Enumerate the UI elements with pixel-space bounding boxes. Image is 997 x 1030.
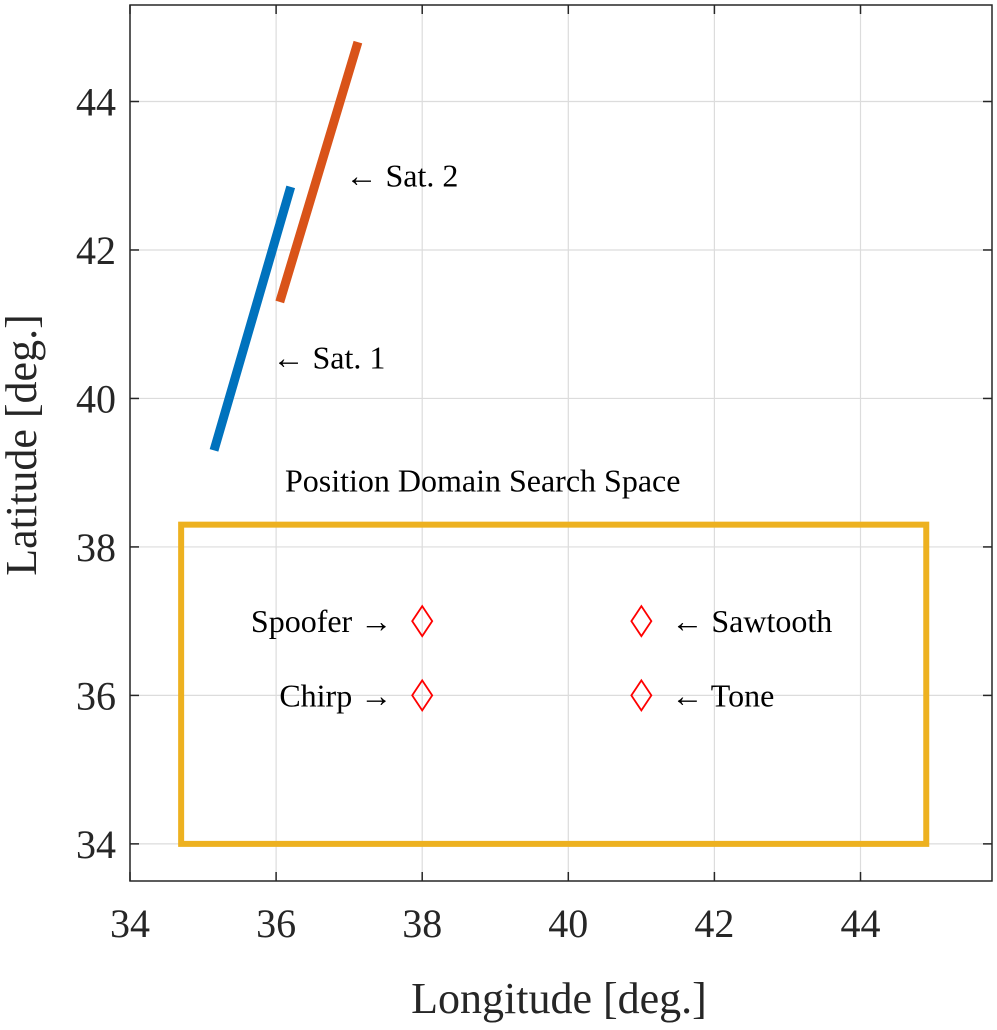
x-tick-label: 36 [256, 901, 296, 946]
series-line-sat-2 [275, 40, 363, 304]
marker-label: ← Tone [671, 677, 774, 713]
annotation-sat-1: ← Sat. 1 [272, 340, 385, 376]
y-tick-label: 34 [76, 822, 116, 867]
annotation-sat-2: ← Sat. 2 [346, 158, 459, 194]
diamond-marker [630, 678, 653, 713]
x-tick-label: 34 [110, 901, 150, 946]
x-tick-label: 44 [841, 901, 881, 946]
search-space-box [178, 521, 930, 847]
x-tick-label: 40 [548, 901, 588, 946]
diamond-marker [630, 604, 653, 638]
x-axis-label: Longitude [deg.] [411, 974, 707, 1023]
diamond-marker [411, 678, 434, 713]
y-tick-label: 38 [76, 525, 116, 570]
diamond-marker [411, 604, 434, 638]
y-tick-label: 42 [76, 228, 116, 273]
search-space-label: Position Domain Search Space [285, 463, 680, 499]
plot-area: Position Domain Search Space ← Sat. 1 ← Sa… [76, 4, 993, 946]
y-tick-label: 44 [76, 80, 116, 125]
marker-label: Spoofer → [251, 603, 392, 639]
marker-label: Chirp → [279, 677, 392, 713]
y-axis-label: Latitude [deg.] [0, 314, 46, 575]
x-tick-label: 42 [694, 901, 734, 946]
y-tick-label: 40 [76, 376, 116, 421]
series-line-sat-1 [209, 185, 296, 452]
y-tick-label: 36 [76, 673, 116, 718]
x-tick-label: 38 [402, 901, 442, 946]
axes-box [129, 4, 993, 882]
marker-label: ← Sawtooth [671, 603, 832, 639]
